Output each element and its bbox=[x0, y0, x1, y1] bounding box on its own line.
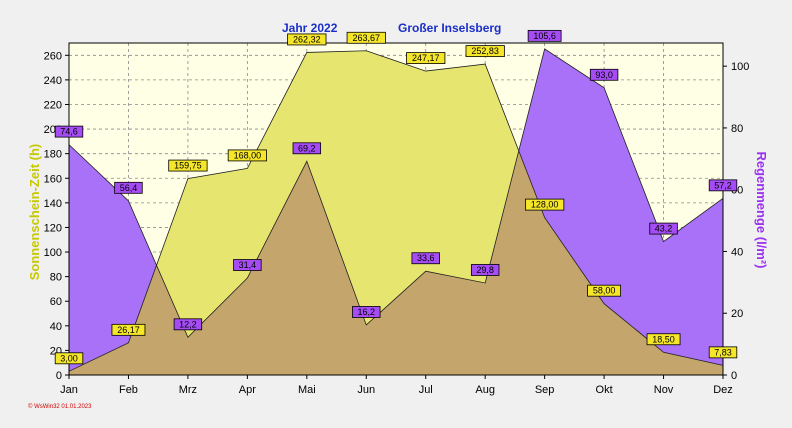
data-label-regenmenge-box bbox=[114, 181, 143, 194]
data-label-regenmenge: 57,2 bbox=[714, 180, 732, 190]
data-label-sonnenschein: 168,00 bbox=[234, 150, 262, 160]
data-label-sonnenschein: 159,75 bbox=[174, 161, 202, 171]
data-label-sonnenschein-box bbox=[346, 31, 386, 44]
data-label-sonnenschein: 128,00 bbox=[531, 200, 559, 210]
data-label-sonnenschein: 263,67 bbox=[353, 33, 381, 43]
tick-label-right: 100 bbox=[731, 61, 749, 73]
data-label-sonnenschein: 58,00 bbox=[593, 286, 616, 296]
tick-label-left: 240 bbox=[44, 75, 62, 87]
tick-label-x: Aug bbox=[475, 384, 495, 396]
data-label-regenmenge: 43,2 bbox=[655, 224, 673, 234]
data-label-regenmenge-box bbox=[589, 68, 619, 81]
y2-axis-label: Regenmenge (l/m²) bbox=[754, 151, 769, 268]
data-label-sonnenschein-box bbox=[646, 333, 681, 346]
data-label-sonnenschein-box bbox=[227, 149, 267, 162]
data-label-regenmenge-box bbox=[649, 222, 678, 235]
tick-label-x: Mrz bbox=[179, 384, 197, 396]
data-label-sonnenschein-box bbox=[111, 323, 146, 336]
data-label-regenmenge-box bbox=[527, 29, 562, 42]
data-label-sonnenschein: 247,17 bbox=[412, 53, 440, 63]
plot-frame bbox=[68, 42, 724, 376]
data-label-regenmenge: 31,4 bbox=[239, 260, 257, 270]
line-regenmenge bbox=[68, 48, 724, 339]
data-label-sonnenschein-box bbox=[465, 45, 505, 58]
data-label-regenmenge-box bbox=[292, 142, 322, 155]
data-label-regenmenge: 33,6 bbox=[417, 253, 435, 263]
tick-label-x: Nov bbox=[654, 384, 674, 396]
data-label-regenmenge-box bbox=[173, 318, 203, 331]
tick-label-left: 80 bbox=[50, 272, 62, 284]
data-label-regenmenge-box bbox=[411, 252, 440, 265]
data-label-sonnenschein-box bbox=[168, 159, 208, 172]
tick-label-x: Jan bbox=[60, 384, 78, 396]
tick-label-right: 0 bbox=[731, 370, 737, 382]
tick-label-right: 20 bbox=[731, 308, 743, 320]
tick-label-x: Feb bbox=[119, 384, 138, 396]
data-label-sonnenschein-box bbox=[587, 284, 621, 297]
tick-label-left: 100 bbox=[44, 247, 62, 259]
footer-credit: © WsWin32 01.01.2023 bbox=[28, 403, 92, 410]
data-labels: 3,00 26,17 159,75 168,00 262,32 263,67 247,17 2… bbox=[54, 29, 738, 365]
data-label-sonnenschein: 7,83 bbox=[714, 347, 732, 357]
data-label-sonnenschein-box bbox=[287, 33, 327, 46]
tick-label-left: 60 bbox=[50, 296, 62, 308]
data-label-sonnenschein-box bbox=[54, 352, 84, 365]
y-axis-label: Sonnenschein-Zeit (h) bbox=[27, 144, 42, 281]
data-label-sonnenschein-box bbox=[406, 52, 446, 64]
data-label-regenmenge-box bbox=[54, 125, 84, 138]
chart-title-location: Großer Inselsberg bbox=[398, 21, 501, 35]
data-label-sonnenschein-box bbox=[708, 346, 738, 359]
tick-label-left: 40 bbox=[50, 321, 62, 333]
tick-label-left: 120 bbox=[44, 222, 62, 234]
data-label-sonnenschein: 3,00 bbox=[60, 353, 78, 363]
tick-label-left: 220 bbox=[44, 99, 62, 111]
data-label-regenmenge: 56,4 bbox=[120, 183, 138, 193]
data-label-regenmenge: 69,2 bbox=[298, 143, 316, 153]
data-label-sonnenschein: 26,17 bbox=[117, 325, 140, 335]
data-label-regenmenge: 16,2 bbox=[358, 307, 376, 317]
tick-label-x: Apr bbox=[239, 384, 256, 396]
tick-label-left: 180 bbox=[44, 149, 62, 161]
tick-label-left: 140 bbox=[44, 198, 62, 210]
data-label-regenmenge: 29,8 bbox=[476, 265, 494, 275]
data-label-regenmenge-box bbox=[233, 259, 262, 271]
tick-label-x: Sep bbox=[535, 384, 555, 396]
data-label-sonnenschein: 18,50 bbox=[652, 334, 675, 344]
data-label-regenmenge: 105,6 bbox=[533, 31, 556, 41]
data-label-regenmenge: 74,6 bbox=[60, 127, 78, 137]
tick-label-x: Dez bbox=[713, 384, 733, 396]
tick-label-x: Mai bbox=[298, 384, 316, 396]
x-axis-ticks: Jan Feb Mrz Apr Mai Jun Jul Aug Sep Okt Nov Dez bbox=[60, 375, 733, 396]
tick-label-left: 260 bbox=[44, 50, 62, 62]
data-label-sonnenschein: 262,32 bbox=[293, 34, 321, 44]
tick-label-left: 160 bbox=[44, 173, 62, 185]
chart-title-year: Jahr 2022 bbox=[282, 21, 338, 35]
data-label-sonnenschein: 252,83 bbox=[471, 46, 499, 56]
tick-label-x: Jul bbox=[419, 384, 433, 396]
data-label-sonnenschein-box bbox=[525, 198, 565, 211]
area-series bbox=[68, 48, 724, 376]
data-label-regenmenge: 93,0 bbox=[595, 70, 613, 80]
tick-label-left: 0 bbox=[56, 370, 62, 382]
tick-label-x: Okt bbox=[596, 384, 613, 396]
data-label-regenmenge-box bbox=[352, 306, 381, 318]
data-label-regenmenge-box bbox=[470, 264, 500, 276]
tick-label-x: Jun bbox=[357, 384, 375, 396]
line-sonnenschein bbox=[68, 50, 724, 372]
data-label-regenmenge-box bbox=[708, 179, 738, 192]
tick-label-right: 80 bbox=[731, 123, 743, 135]
tick-label-right: 40 bbox=[731, 246, 743, 258]
plot-border bbox=[68, 42, 724, 376]
data-label-regenmenge: 12,2 bbox=[179, 319, 197, 329]
